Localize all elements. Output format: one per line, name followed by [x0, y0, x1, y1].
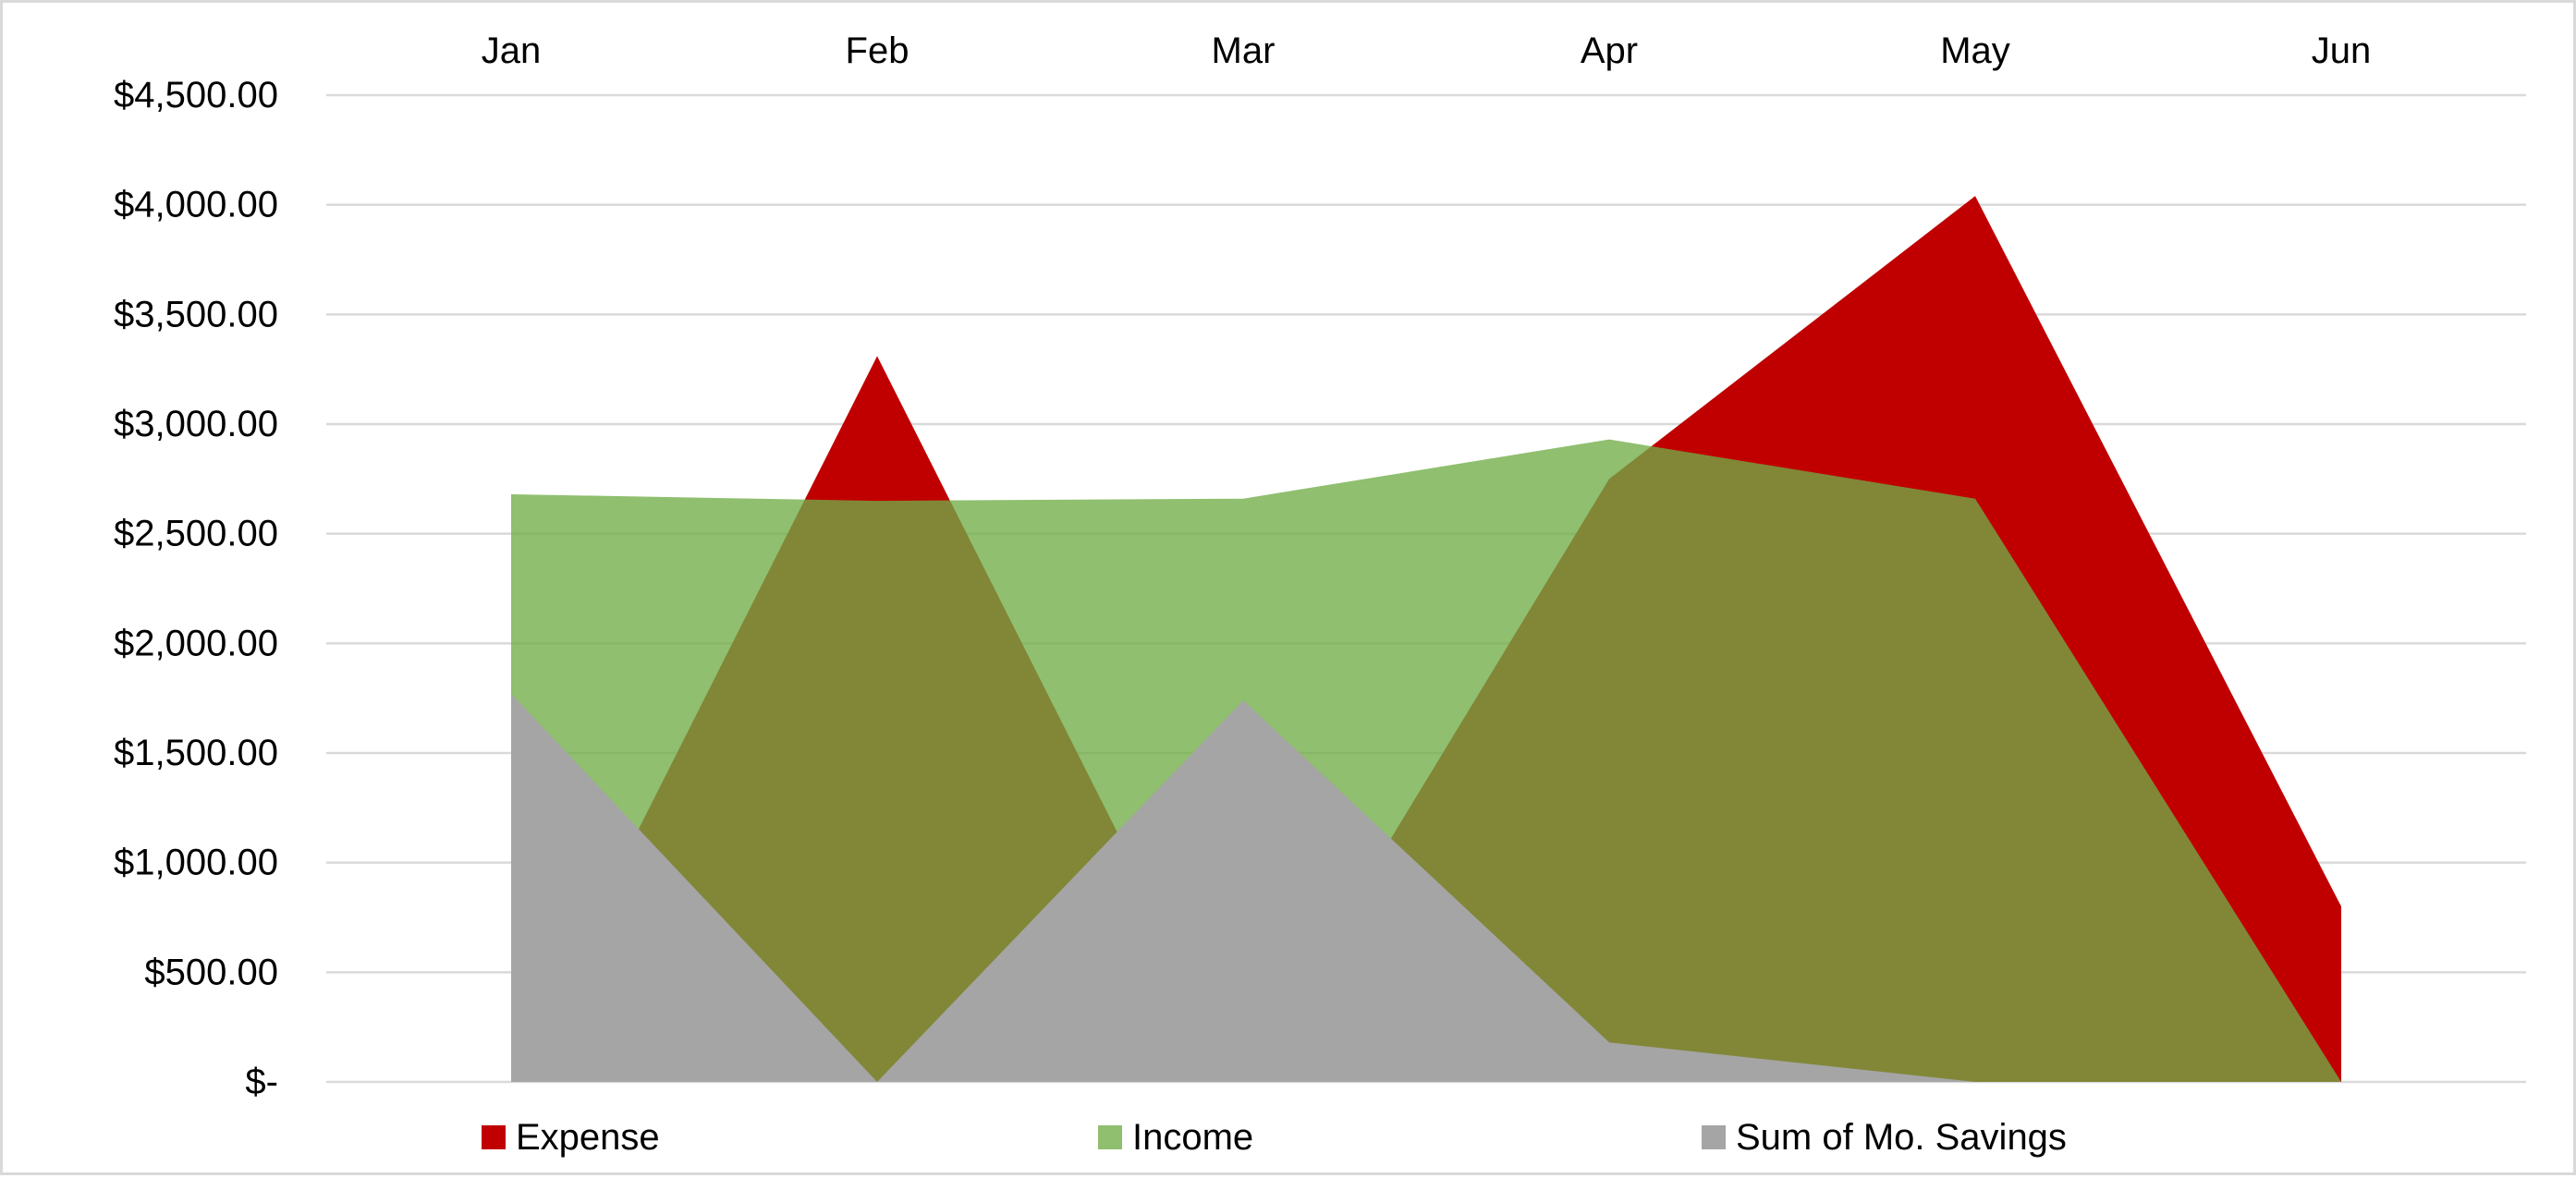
- x-tick-label: Feb: [846, 30, 910, 71]
- y-tick-label: $4,000.00: [114, 185, 278, 225]
- series-areas: [511, 196, 2341, 1082]
- y-tick-label: $3,000.00: [114, 404, 278, 444]
- y-tick-label: $1,000.00: [114, 843, 278, 883]
- y-tick-label: $3,500.00: [114, 294, 278, 334]
- y-tick-label: $1,500.00: [114, 733, 278, 773]
- area-chart: $- $500.00 $1,000.00 $1,500.00 $2,000.00 $2,5…: [114, 30, 2526, 1158]
- y-axis-labels: $- $500.00 $1,000.00 $1,500.00 $2,000.00 $2,5…: [114, 75, 278, 1102]
- y-tick-label: $2,500.00: [114, 514, 278, 554]
- legend-swatch: [1098, 1125, 1122, 1149]
- y-tick-label: $4,500.00: [114, 75, 278, 115]
- legend-label: Sum of Mo. Savings: [1736, 1117, 2067, 1158]
- y-tick-label: $-: [245, 1062, 278, 1102]
- x-tick-label: Jan: [482, 30, 542, 71]
- x-tick-label: May: [1940, 30, 2010, 71]
- y-tick-label: $500.00: [144, 952, 278, 992]
- legend: Expense Income Sum of Mo. Savings: [482, 1117, 2067, 1158]
- x-tick-label: Jun: [2312, 30, 2372, 71]
- y-tick-label: $2,000.00: [114, 623, 278, 663]
- legend-swatch: [1702, 1125, 1726, 1149]
- series-area-income: [511, 439, 2341, 1082]
- x-tick-label: Apr: [1581, 30, 1638, 71]
- series-area-sum-of-mo-savings: [511, 693, 2341, 1082]
- legend-label: Expense: [516, 1117, 660, 1158]
- legend-swatch: [482, 1125, 506, 1149]
- x-axis-labels: Jan Feb Mar Apr May Jun: [482, 30, 2372, 71]
- x-tick-label: Mar: [1212, 30, 1276, 71]
- legend-label: Income: [1132, 1117, 1253, 1158]
